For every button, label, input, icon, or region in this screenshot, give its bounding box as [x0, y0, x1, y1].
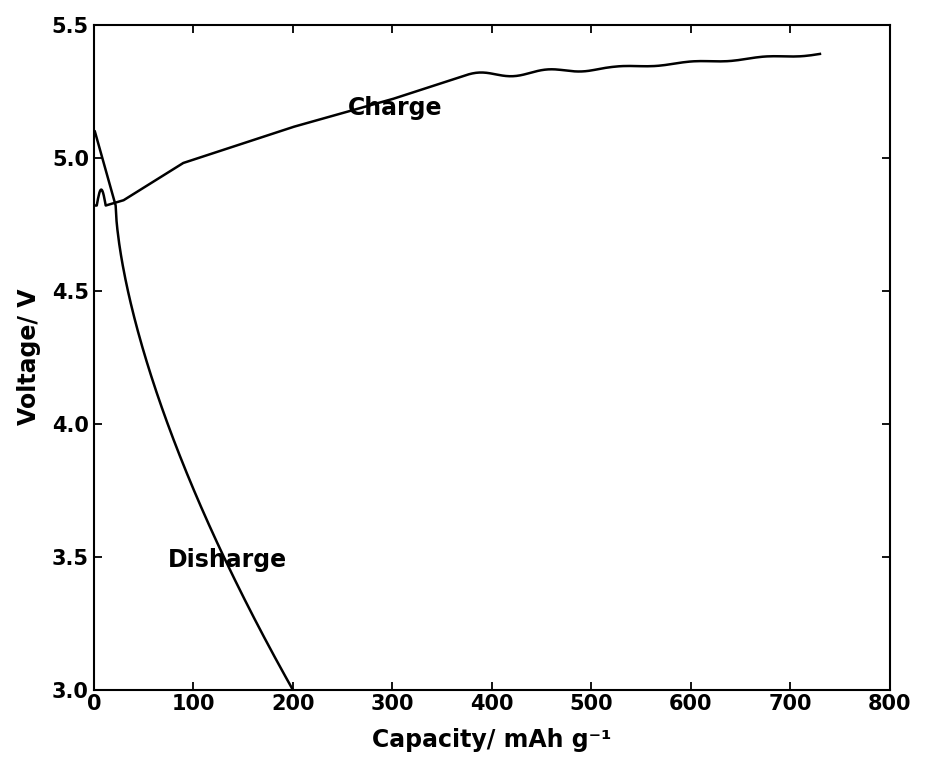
Text: Charge: Charge: [347, 96, 441, 120]
X-axis label: Capacity/ mAh g⁻¹: Capacity/ mAh g⁻¹: [372, 728, 611, 752]
Text: Disharge: Disharge: [168, 548, 287, 572]
Y-axis label: Voltage/ V: Voltage/ V: [17, 289, 41, 425]
